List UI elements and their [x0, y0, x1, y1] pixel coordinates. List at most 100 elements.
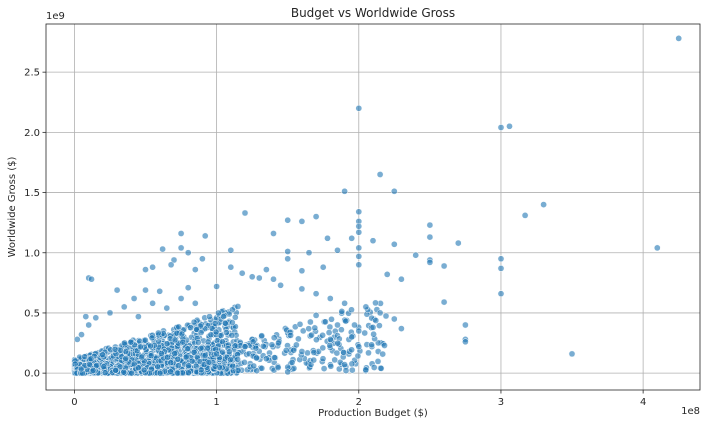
data-point: [71, 360, 79, 368]
data-point: [325, 329, 333, 336]
data-point: [106, 309, 114, 317]
data-point: [201, 352, 209, 359]
data-point: [334, 321, 341, 329]
data-point: [426, 259, 434, 266]
data-point: [89, 367, 97, 374]
data-point: [78, 331, 85, 338]
data-point: [497, 290, 505, 298]
data-point: [275, 339, 282, 347]
data-point: [249, 338, 257, 346]
data-point: [454, 239, 462, 247]
data-point: [370, 330, 377, 338]
data-point: [217, 332, 225, 339]
data-point: [319, 331, 326, 339]
y-axis: 0.0 0.5 1.0 1.5 2.0 2.5: [24, 68, 46, 380]
data-point: [259, 342, 267, 350]
y-tick-label: 1.0: [24, 248, 40, 259]
data-point: [184, 284, 192, 292]
data-point: [497, 255, 505, 263]
data-point: [342, 317, 350, 325]
data-point: [255, 274, 263, 282]
data-point: [369, 324, 377, 331]
data-point: [167, 368, 174, 376]
data-point: [231, 342, 239, 350]
data-point: [355, 222, 363, 230]
data-point: [462, 338, 469, 346]
data-point: [219, 348, 226, 356]
data-point: [268, 341, 276, 349]
data-point: [174, 369, 181, 377]
x-tick-label: 0: [71, 397, 77, 408]
data-point: [348, 234, 356, 242]
data-point: [234, 303, 242, 310]
chart-title: Budget vs Worldwide Gross: [291, 6, 455, 20]
data-point: [211, 320, 219, 327]
data-point: [333, 349, 341, 357]
data-point: [229, 362, 237, 370]
data-point: [241, 343, 249, 351]
data-point: [263, 266, 270, 273]
data-point: [334, 339, 342, 347]
data-point: [270, 230, 277, 237]
data-point: [326, 342, 334, 349]
data-point: [263, 355, 270, 363]
data-point: [206, 313, 213, 320]
data-point: [426, 233, 434, 241]
data-point: [194, 339, 202, 346]
data-point: [159, 245, 166, 253]
data-point: [163, 340, 171, 348]
data-point: [319, 344, 327, 352]
data-point: [362, 366, 370, 374]
data-point: [120, 368, 128, 376]
data-point: [142, 266, 149, 273]
data-point: [205, 359, 213, 366]
data-point: [540, 201, 547, 208]
data-point: [190, 348, 198, 356]
data-point: [197, 329, 205, 336]
plot-frame: [45, 23, 701, 391]
data-point: [213, 283, 220, 290]
data-point: [234, 356, 241, 363]
data-point: [185, 369, 192, 377]
data-point: [252, 344, 260, 352]
data-point: [342, 367, 350, 374]
data-point: [369, 237, 377, 245]
data-point: [348, 306, 355, 314]
data-point: [355, 261, 363, 269]
data-point: [338, 308, 346, 315]
data-point: [284, 255, 292, 263]
data-point: [284, 368, 292, 376]
data-point: [327, 362, 335, 370]
data-point: [287, 332, 294, 339]
data-point: [653, 244, 661, 252]
data-point: [223, 329, 230, 336]
data-point: [274, 364, 282, 371]
data-point: [148, 334, 156, 342]
data-point: [426, 221, 434, 229]
data-point: [382, 312, 390, 320]
data-point: [372, 299, 379, 307]
x-offset-label: 1e8: [681, 406, 700, 417]
data-point: [348, 346, 355, 354]
data-point: [113, 286, 121, 294]
data-point: [192, 362, 200, 370]
data-point: [282, 347, 290, 354]
data-point: [112, 366, 119, 374]
data-point: [253, 354, 260, 362]
data-point: [142, 336, 149, 344]
data-point: [284, 248, 292, 255]
data-point: [142, 286, 149, 294]
data-point: [361, 329, 369, 337]
data-point: [212, 328, 220, 336]
data-point: [231, 313, 239, 321]
data-point: [228, 332, 236, 339]
data-point: [334, 246, 341, 254]
y-tick-label: 2.0: [24, 128, 40, 139]
data-point: [149, 263, 156, 271]
x-tick-label: 1: [213, 397, 219, 408]
data-point: [184, 345, 191, 353]
data-point: [248, 273, 256, 281]
data-point: [156, 369, 164, 377]
data-point: [88, 275, 95, 283]
data-point: [311, 324, 319, 332]
